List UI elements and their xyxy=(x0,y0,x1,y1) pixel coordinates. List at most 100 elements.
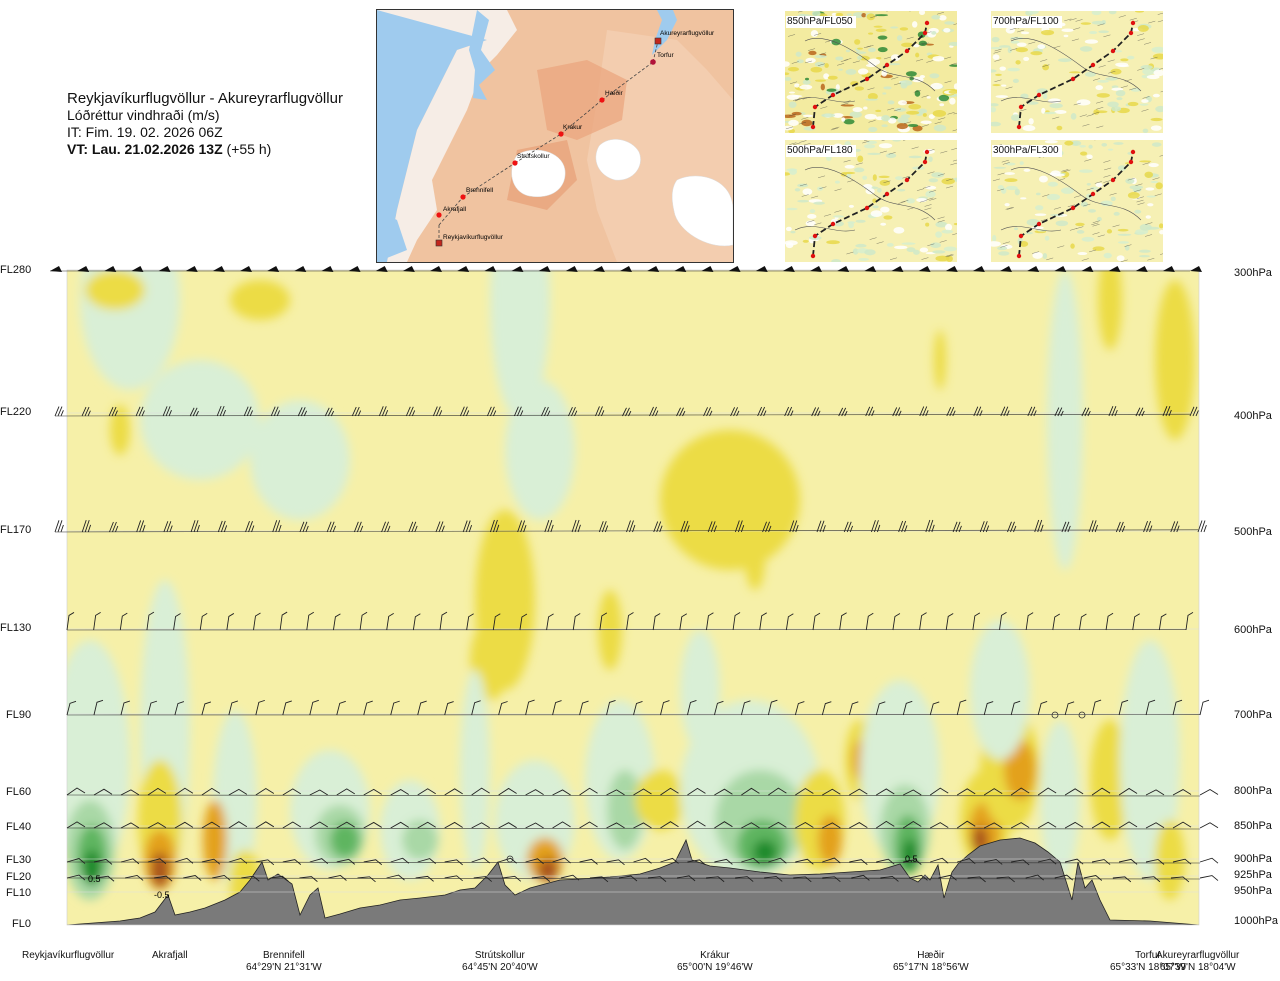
wind-barb xyxy=(201,858,221,865)
wind-barb xyxy=(1034,519,1044,533)
wind-barb xyxy=(81,406,91,417)
wind-barb xyxy=(444,821,463,829)
wind-barb xyxy=(386,874,405,881)
wind-barb xyxy=(417,788,436,796)
mini-cell xyxy=(808,50,817,56)
mini-cell xyxy=(933,124,947,132)
wind-barb xyxy=(996,876,1015,883)
wind-barb xyxy=(647,266,660,272)
mini-waypoint xyxy=(1018,104,1024,110)
mini-barb xyxy=(1089,249,1097,253)
mini-cell xyxy=(1146,195,1156,198)
wind-barb xyxy=(93,858,113,865)
mini-waypoint xyxy=(884,191,890,197)
wind-barb xyxy=(226,613,235,631)
wind-barb xyxy=(1132,613,1140,631)
mini-waypoint xyxy=(864,205,870,211)
mini-barb xyxy=(1136,196,1144,199)
mini-cell xyxy=(872,205,879,209)
mini-cell xyxy=(835,12,844,17)
wind-barb xyxy=(1081,407,1091,417)
wind-barb xyxy=(359,611,368,631)
wind-barb xyxy=(1037,701,1048,716)
mini-cell xyxy=(1142,128,1149,133)
y-left-fl170: FL170 xyxy=(0,524,32,536)
wind-barb xyxy=(444,788,463,796)
wind-barb xyxy=(810,266,822,272)
wp-akureyri-marker xyxy=(654,37,662,45)
wind-barb xyxy=(768,821,787,829)
mini-cell xyxy=(919,247,929,253)
mini-barb xyxy=(947,112,955,115)
mini-cell xyxy=(912,125,923,132)
wind-barb xyxy=(1061,521,1071,533)
mini-cell xyxy=(1139,160,1152,163)
wind-barb xyxy=(606,699,616,716)
mini-cell xyxy=(907,123,919,127)
mini-cell xyxy=(877,35,888,40)
mini-barb xyxy=(1127,177,1135,181)
y-left-fl30: FL30 xyxy=(6,854,32,866)
mini-barb xyxy=(830,127,838,131)
y-right-600: 600hPa xyxy=(1234,624,1272,636)
mini-cell xyxy=(1010,36,1024,40)
mini-cell xyxy=(928,178,939,183)
mini-waypoint xyxy=(924,149,930,155)
mini-cell xyxy=(1050,170,1061,177)
wind-barb xyxy=(876,820,895,829)
mini-barb xyxy=(911,146,919,150)
mini-cell xyxy=(875,109,882,113)
mini-cell xyxy=(1134,209,1142,214)
x-name-brennifell: Brennifell xyxy=(263,950,305,961)
mini-cell xyxy=(1106,229,1113,234)
mini-cell xyxy=(1070,243,1075,249)
wind-barb xyxy=(552,700,562,716)
mini-barb xyxy=(1032,251,1040,254)
mini-cell xyxy=(913,44,920,48)
mini-cell xyxy=(897,100,908,106)
wind-barb xyxy=(848,701,859,716)
mini-waypoint xyxy=(1130,20,1136,26)
mini-cell xyxy=(1061,187,1075,194)
mini-cell xyxy=(1016,42,1027,47)
wind-barb xyxy=(228,821,248,829)
wind-barb xyxy=(838,407,848,417)
mini-cell xyxy=(1117,233,1132,236)
mini-barb xyxy=(862,140,870,144)
mini-cell xyxy=(841,117,846,122)
mini-waypoint xyxy=(830,92,836,98)
wind-barb xyxy=(190,520,200,533)
mini-barb xyxy=(799,140,807,143)
wind-barb xyxy=(565,266,578,272)
x-label-akureyri: Akureyrarflugvöllur 65°39'N 18°04'W xyxy=(1156,950,1239,974)
mini-cell xyxy=(993,166,1007,169)
wind-barb xyxy=(1158,613,1167,631)
x-label-krakur: Krákur 65°00'N 19°46'W xyxy=(677,950,753,974)
mini-cell xyxy=(857,55,863,60)
mini-barb xyxy=(893,82,902,86)
mini-cell xyxy=(905,71,917,77)
wind-barb xyxy=(1054,407,1064,417)
mini-waypoint xyxy=(1110,48,1116,54)
mini-waypoint xyxy=(1036,221,1042,227)
mini-barb xyxy=(1104,167,1112,171)
wind-barb xyxy=(66,858,86,864)
mini-waypoint xyxy=(864,76,870,82)
wind-barb xyxy=(255,859,275,866)
wind-barb xyxy=(956,699,967,716)
mini-cell xyxy=(941,177,955,185)
wind-barb xyxy=(408,521,418,533)
wind-barb xyxy=(174,821,194,829)
mini-barb xyxy=(834,210,842,213)
wind-barb xyxy=(1037,821,1057,829)
wind-barb xyxy=(687,859,706,866)
mini-barb xyxy=(789,81,798,84)
mini-cell xyxy=(908,155,922,159)
wind-barb xyxy=(432,406,443,417)
wind-barb xyxy=(1000,406,1010,417)
wind-barb xyxy=(785,613,794,631)
mini-barb xyxy=(785,126,794,130)
level-map-300-label: 300hPa/FL300 xyxy=(992,145,1062,157)
mini-barb xyxy=(993,51,1001,54)
mini-cell xyxy=(1041,107,1046,114)
